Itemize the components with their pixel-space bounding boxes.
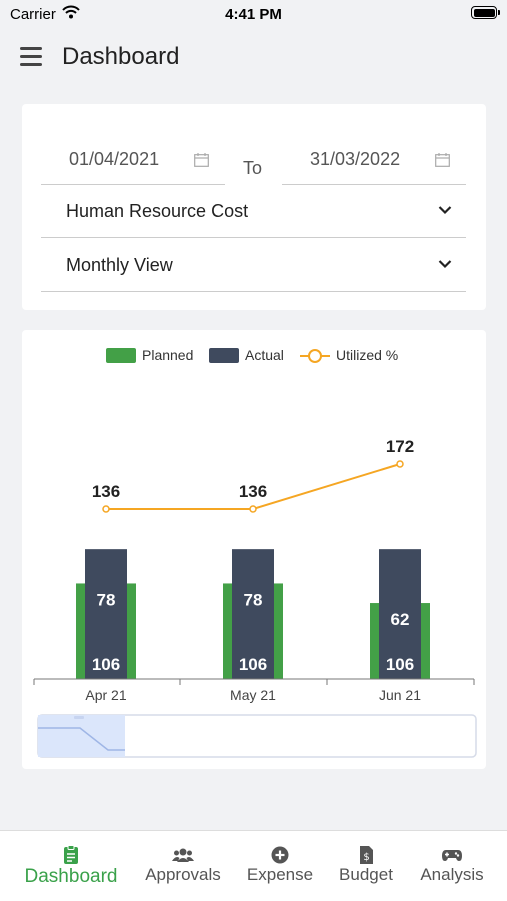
app-header: Dashboard (0, 32, 507, 84)
data-label-planned: 78 (97, 590, 116, 609)
x-tick-label: Apr 21 (85, 687, 126, 703)
bottom-tab-bar: Dashboard Approvals Expense $ Budget (0, 830, 507, 901)
users-icon (172, 848, 194, 862)
tab-dashboard[interactable]: Dashboard (12, 831, 130, 901)
filter-card: 01/04/2021 To 31/03/2022 Human Resource … (22, 104, 486, 310)
from-date-value: 01/04/2021 (69, 149, 160, 169)
to-date-field[interactable]: 31/03/2022 (282, 138, 466, 185)
legend-swatch-planned (106, 348, 136, 363)
tab-budget-label: Budget (339, 865, 393, 884)
chevron-down-icon (438, 206, 452, 215)
chart-legend: Planned Actual Utilized % (22, 345, 486, 367)
bar-actual[interactable] (379, 549, 421, 679)
invoice-dollar-icon: $ (360, 846, 373, 864)
tab-budget[interactable]: $ Budget (326, 831, 406, 901)
carrier-label: Carrier (10, 6, 56, 23)
data-label-utilized: 136 (239, 482, 267, 501)
legend-actual-label: Actual (245, 347, 284, 363)
calendar-icon (194, 153, 209, 167)
tab-analysis-label: Analysis (420, 865, 484, 884)
legend-utilized-label: Utilized % (336, 347, 399, 363)
to-label: To (243, 158, 263, 178)
bar-actual[interactable] (232, 549, 274, 679)
gamepad-icon (442, 850, 462, 861)
cost-type-select[interactable]: Human Resource Cost (41, 185, 466, 238)
bar-actual[interactable] (85, 549, 127, 679)
data-label-actual: 106 (92, 655, 120, 674)
x-tick-label: Jun 21 (379, 687, 421, 703)
legend-planned-label: Planned (142, 347, 194, 363)
status-time: 4:41 PM (225, 6, 282, 23)
data-label-utilized: 136 (92, 482, 120, 501)
clipboard-icon (64, 845, 78, 864)
data-label-actual: 106 (386, 655, 414, 674)
utilized-point[interactable] (396, 460, 404, 468)
navigator-handle[interactable] (74, 716, 84, 719)
data-label-utilized: 172 (386, 437, 414, 456)
utilized-point[interactable] (249, 505, 257, 513)
cost-type-value: Human Resource Cost (66, 201, 249, 221)
tab-expense-label: Expense (246, 865, 314, 884)
utilized-point[interactable] (102, 505, 110, 513)
chart-card: Planned Actual Utilized % 106 78 106 78 106 6… (22, 330, 486, 769)
legend-swatch-actual (209, 348, 239, 363)
data-label-planned: 78 (244, 590, 263, 609)
data-label-actual: 106 (239, 655, 267, 674)
wifi-icon (62, 5, 80, 19)
battery-icon (471, 6, 500, 19)
view-value: Monthly View (66, 255, 173, 275)
x-tick-label: May 21 (230, 687, 276, 703)
view-select[interactable]: Monthly View (41, 239, 466, 292)
from-date-field[interactable]: 01/04/2021 (41, 138, 225, 185)
chevron-down-icon (438, 260, 452, 269)
navigator-trend-line (38, 727, 125, 751)
tab-analysis[interactable]: Analysis (408, 831, 496, 901)
plus-circle-icon (271, 846, 289, 864)
status-bar: Carrier 4:41 PM (0, 0, 507, 28)
hamburger-menu-icon[interactable] (20, 47, 42, 67)
data-label-planned: 62 (391, 610, 410, 629)
chart-plot: 106 78 106 78 106 62 136 136 172 Apr 21 May 21 Ju… (33, 437, 477, 758)
tab-approvals[interactable]: Approvals (134, 831, 232, 901)
legend-swatch-utilized (300, 349, 330, 363)
tab-approvals-label: Approvals (145, 865, 221, 884)
page-title: Dashboard (62, 43, 180, 70)
tab-dashboard-label: Dashboard (24, 866, 118, 887)
calendar-icon (435, 153, 450, 167)
svg-text:$: $ (363, 852, 369, 863)
tab-expense[interactable]: Expense (236, 831, 324, 901)
to-date-value: 31/03/2022 (310, 149, 401, 169)
